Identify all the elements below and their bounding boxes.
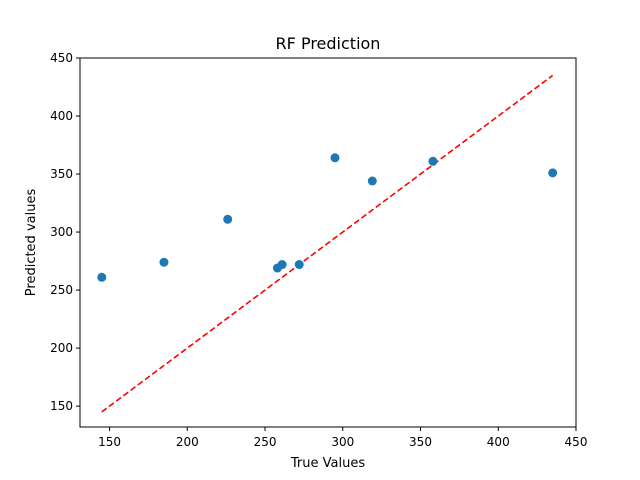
data-point: [548, 168, 558, 178]
data-point: [367, 176, 377, 186]
y-axis: 150 200 250 300 350 400 450: [50, 51, 80, 413]
x-tick-label: 250: [254, 435, 277, 449]
y-tick-label: 150: [50, 399, 73, 413]
y-tick-label: 350: [50, 167, 73, 181]
data-point: [330, 153, 340, 163]
x-axis: 150 200 250 300 350 400 450: [98, 427, 587, 449]
x-tick-label: 350: [409, 435, 432, 449]
data-point: [223, 214, 233, 224]
x-tick-label: 300: [331, 435, 354, 449]
y-tick-label: 200: [50, 341, 73, 355]
y-tick-label: 300: [50, 225, 73, 239]
y-axis-label: Predicted values: [24, 189, 39, 297]
data-point: [294, 260, 304, 270]
x-tick-label: 150: [98, 435, 121, 449]
chart-title: RF Prediction: [276, 34, 381, 53]
reference-line: [101, 74, 554, 413]
x-axis-label: True Values: [290, 456, 365, 471]
plot-area-frame: [79, 57, 577, 428]
data-point: [277, 260, 287, 270]
data-point: [159, 257, 169, 267]
y-tick-label: 450: [50, 51, 73, 65]
y-tick-label: 250: [50, 283, 73, 297]
y-tick-label: 400: [50, 109, 73, 123]
x-tick-label: 200: [176, 435, 199, 449]
x-tick-label: 450: [565, 435, 588, 449]
data-point: [97, 272, 107, 282]
x-tick-label: 400: [487, 435, 510, 449]
data-point: [428, 156, 438, 166]
data-points: [97, 153, 558, 282]
